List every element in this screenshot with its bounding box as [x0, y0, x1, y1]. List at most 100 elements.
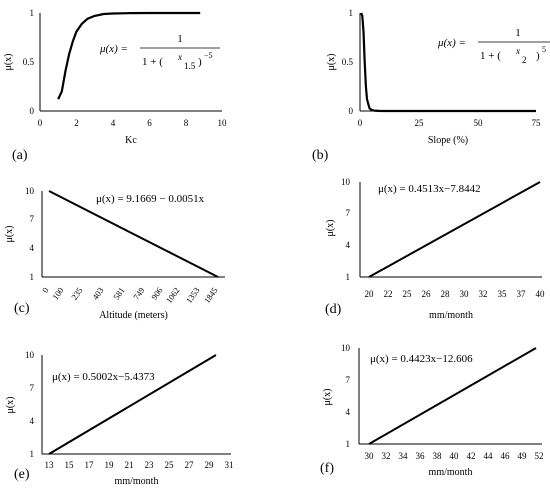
series-line: [368, 347, 537, 445]
x-tick-label: 13: [45, 460, 55, 470]
x-tick-label: 6: [147, 118, 152, 128]
x-axis-label: mm/month: [429, 310, 473, 321]
x-tick-label: 49: [518, 451, 528, 461]
y-axis-label: μ(x): [325, 219, 336, 236]
chart-panel-d: 1 4 7 10 20 22 25 26 28 30 32 35 37 40 mm/month μ(x) (d)…: [325, 177, 545, 321]
x-tick-label: 75: [532, 118, 542, 128]
x-axis-label: Altitude (meters): [99, 310, 168, 321]
y-tick-label: 1: [30, 449, 35, 459]
formula-den-prefix: 1 + (: [142, 56, 163, 68]
x-tick-label: 25: [403, 289, 413, 299]
x-tick-label: 22: [384, 289, 393, 299]
formula-lhs: μ(x) =: [437, 37, 466, 49]
x-tick-label: 25: [415, 118, 425, 128]
formula-numerator: 1: [515, 27, 521, 39]
panel-label: (c): [14, 301, 30, 316]
formula-den-prefix: 1 + (: [480, 50, 501, 62]
formula-annotation: μ(x) = 0.5002x−5.4373: [52, 371, 155, 383]
x-tick-label: 46: [501, 451, 511, 461]
x-tick-label: 29: [205, 460, 215, 470]
y-tick-label: 4: [30, 243, 35, 253]
y-tick-label: 1: [30, 272, 35, 282]
x-tick-label: 27: [185, 460, 195, 470]
panel-label: (e): [14, 467, 30, 482]
y-tick-label: 7: [346, 375, 351, 385]
x-axis-label: mm/month: [115, 476, 159, 487]
formula-lhs: μ(x) =: [99, 43, 128, 55]
x-tick-label: 37: [517, 289, 527, 299]
y-tick-label: 1: [349, 8, 354, 18]
y-tick-label: 10: [25, 350, 35, 360]
y-tick-label: 10: [25, 186, 35, 196]
formula-den-suffix: ): [536, 50, 540, 62]
x-tick-label: 2: [74, 118, 79, 128]
x-tick-label: 26: [422, 289, 432, 299]
x-tick-label: 20: [365, 289, 375, 299]
formula-numerator: 1: [177, 33, 183, 45]
series-line: [57, 11, 201, 100]
panel-label: (d): [325, 302, 342, 317]
x-tick-label: 17: [85, 460, 95, 470]
x-tick-label: 0: [358, 118, 363, 128]
x-tick-label: 0: [38, 118, 43, 128]
x-tick-label: 35: [498, 289, 508, 299]
x-tick-label: 32: [479, 289, 488, 299]
y-tick-label: 0: [30, 106, 35, 116]
y-tick-label: 10: [341, 177, 351, 187]
y-tick-label: 4: [346, 240, 351, 250]
x-tick-label: 44: [484, 451, 494, 461]
chart-panel-f: 1 4 7 10 30 32 34 36 38 40 42 44 46 49 52 mm/month μ(x) (…: [320, 343, 544, 478]
x-axis-label: Slope (%): [428, 135, 468, 146]
formula-exponent: −5: [204, 51, 213, 60]
formula-inner-denominator: 1.5: [184, 61, 196, 71]
x-tick-label: 38: [433, 451, 443, 461]
x-tick-label: 42: [467, 451, 476, 461]
series-line: [48, 354, 217, 455]
x-tick-label: 403: [90, 285, 106, 301]
x-tick-label: 1062: [164, 285, 182, 305]
formula-annotation: μ(x) = 1 1 + (x2)5: [437, 27, 550, 65]
x-tick-label: 15: [65, 460, 75, 470]
x-tick-label: 30: [365, 451, 375, 461]
x-tick-label: 30: [460, 289, 470, 299]
y-tick-label: 1: [30, 8, 35, 18]
formula-inner-numerator: x: [177, 52, 182, 62]
y-tick-label: 1: [346, 439, 351, 449]
y-axis-label: μ(x): [5, 396, 16, 413]
series-line: [368, 181, 541, 278]
y-axis-label: μ(x): [322, 388, 333, 405]
series-line: [48, 190, 219, 278]
y-tick-label: 10: [341, 343, 351, 353]
x-tick-label: 28: [441, 289, 451, 299]
y-tick-label: 0: [349, 106, 354, 116]
y-tick-label: 0.5: [342, 57, 354, 67]
y-tick-label: 7: [30, 383, 35, 393]
formula-annotation: μ(x) = 0.4423x−12.606: [370, 353, 473, 365]
x-tick-label: 1845: [202, 285, 220, 305]
x-tick-label: 19: [105, 460, 115, 470]
formula-annotation: μ(x) = 0.4513x−7.8442: [378, 183, 481, 195]
x-tick-label: 21: [125, 460, 134, 470]
x-tick-label: 100: [50, 285, 66, 301]
formula-inner-numerator: x: [515, 46, 520, 56]
x-axis-label: Kc: [125, 135, 137, 146]
x-tick-label: 10: [218, 118, 228, 128]
x-tick-label: 0: [40, 285, 51, 294]
formula-annotation: μ(x) = 9.1669 − 0.0051x: [96, 193, 205, 205]
y-axis-label: μ(x): [3, 53, 14, 70]
x-axis-label: mm/month: [429, 467, 473, 478]
y-tick-label: 1: [346, 272, 351, 282]
y-tick-label: 4: [30, 416, 35, 426]
x-tick-label: 1353: [184, 285, 202, 305]
x-tick-label: 50: [474, 118, 484, 128]
y-axis-label: μ(x): [326, 53, 337, 70]
y-tick-label: 0.5: [23, 57, 35, 67]
formula-den-suffix: ): [198, 56, 202, 68]
x-tick-label: 40: [536, 289, 546, 299]
x-tick-label: 906: [149, 285, 165, 301]
x-tick-label: 23: [145, 460, 155, 470]
